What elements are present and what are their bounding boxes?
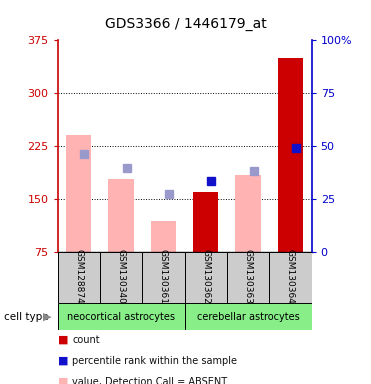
Text: ▶: ▶ — [43, 312, 51, 322]
Bar — [236, 175, 261, 252]
Bar — [66, 136, 91, 252]
Text: ■: ■ — [58, 377, 68, 384]
Text: ■: ■ — [58, 335, 68, 345]
Text: cell type: cell type — [4, 312, 48, 322]
Bar — [269, 252, 312, 303]
Bar — [142, 252, 185, 303]
Bar — [286, 59, 295, 252]
Bar — [201, 194, 211, 252]
Bar — [58, 252, 100, 303]
Bar — [108, 179, 134, 252]
Text: neocortical astrocytes: neocortical astrocytes — [67, 312, 175, 322]
Bar — [185, 303, 312, 330]
Text: GSM130363: GSM130363 — [244, 249, 253, 304]
Bar — [193, 192, 219, 252]
Text: GSM130364: GSM130364 — [286, 249, 295, 304]
Text: cerebellar astrocytes: cerebellar astrocytes — [197, 312, 299, 322]
Text: ■: ■ — [58, 356, 68, 366]
Bar — [185, 252, 227, 303]
Text: GSM130362: GSM130362 — [201, 249, 210, 304]
Bar — [151, 221, 176, 252]
Text: value, Detection Call = ABSENT: value, Detection Call = ABSENT — [72, 377, 227, 384]
Text: GSM128874: GSM128874 — [74, 249, 83, 304]
Bar — [100, 252, 142, 303]
Text: GSM130361: GSM130361 — [159, 249, 168, 304]
Bar — [227, 252, 269, 303]
Text: GDS3366 / 1446179_at: GDS3366 / 1446179_at — [105, 17, 266, 31]
Text: count: count — [72, 335, 100, 345]
Text: GSM130340: GSM130340 — [116, 249, 125, 304]
Bar — [278, 58, 303, 252]
Bar — [58, 303, 185, 330]
Text: percentile rank within the sample: percentile rank within the sample — [72, 356, 237, 366]
